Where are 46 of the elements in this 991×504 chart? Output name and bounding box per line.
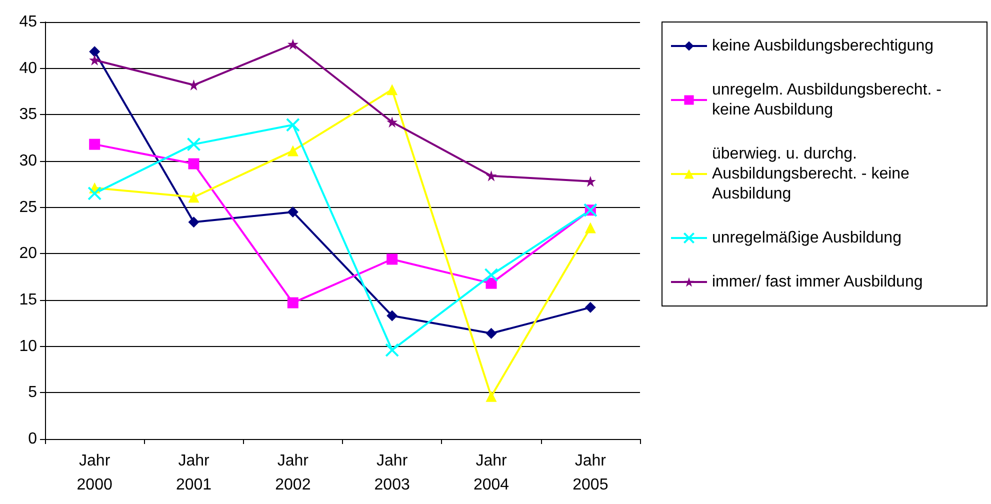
point xyxy=(188,216,200,228)
point xyxy=(386,84,398,96)
y-tick-label: 10 xyxy=(19,338,38,355)
point xyxy=(486,390,497,402)
legend-label: unregelm. Ausbildungsberecht. - keine Ausbildung xyxy=(712,82,946,118)
point xyxy=(385,343,400,358)
point xyxy=(188,192,200,203)
y-tick-label: 35 xyxy=(19,106,38,124)
point xyxy=(89,138,100,150)
point xyxy=(287,297,298,308)
legend-label: unregelmäßige Ausbildung xyxy=(712,230,902,246)
point xyxy=(584,222,596,234)
point xyxy=(186,137,201,152)
y-tick-label: 45 xyxy=(19,14,38,30)
point xyxy=(484,268,498,282)
point xyxy=(287,206,298,218)
x-tick-label: Jahr 2000 xyxy=(76,452,112,494)
y-tick-label: 5 xyxy=(28,384,38,402)
x-tick-label: Jahr 2005 xyxy=(572,452,608,494)
y-tick-label: 20 xyxy=(19,245,38,262)
point xyxy=(88,186,102,200)
point xyxy=(287,145,298,156)
y-tick-label: 25 xyxy=(19,198,38,216)
point xyxy=(584,176,596,187)
legend-label: immer/ fast immer Ausbildung xyxy=(712,274,923,290)
point xyxy=(89,54,100,66)
x-tick-label: Jahr 2001 xyxy=(176,452,212,494)
legend-label: keine Ausbildungsberechtigung xyxy=(712,38,934,54)
point xyxy=(89,46,100,58)
point xyxy=(386,310,398,322)
y-tick-label: 0 xyxy=(28,430,38,448)
point xyxy=(584,302,596,313)
y-tick-label: 30 xyxy=(19,152,38,170)
x-tick-label: Jahr 2002 xyxy=(275,452,311,494)
x-tick-label: Jahr 2004 xyxy=(473,452,510,494)
point xyxy=(386,254,398,265)
y-tick-label: 40 xyxy=(19,60,38,77)
point xyxy=(386,116,398,128)
x-tick-label: Jahr 2003 xyxy=(374,452,410,494)
y-tick-label: 15 xyxy=(19,292,38,308)
point xyxy=(286,118,300,132)
point xyxy=(188,158,200,170)
legend-label: überwieg. u. durchg. Ausbildungsberecht. - keine Ausbildung xyxy=(712,146,914,202)
point xyxy=(287,38,298,50)
point xyxy=(486,170,497,182)
point xyxy=(486,328,497,339)
